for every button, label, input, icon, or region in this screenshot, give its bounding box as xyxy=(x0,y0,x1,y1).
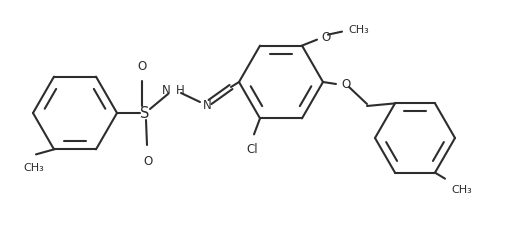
Text: N: N xyxy=(203,99,211,112)
Text: CH₃: CH₃ xyxy=(348,25,369,34)
Text: H: H xyxy=(176,84,185,97)
Text: CH₃: CH₃ xyxy=(24,163,44,173)
Text: O: O xyxy=(137,60,147,73)
Text: CH₃: CH₃ xyxy=(451,184,472,194)
Text: N: N xyxy=(162,84,171,97)
Text: Cl: Cl xyxy=(246,143,258,156)
Text: O: O xyxy=(321,31,330,44)
Text: O: O xyxy=(341,78,350,91)
Text: O: O xyxy=(144,154,153,167)
Text: S: S xyxy=(140,106,150,121)
